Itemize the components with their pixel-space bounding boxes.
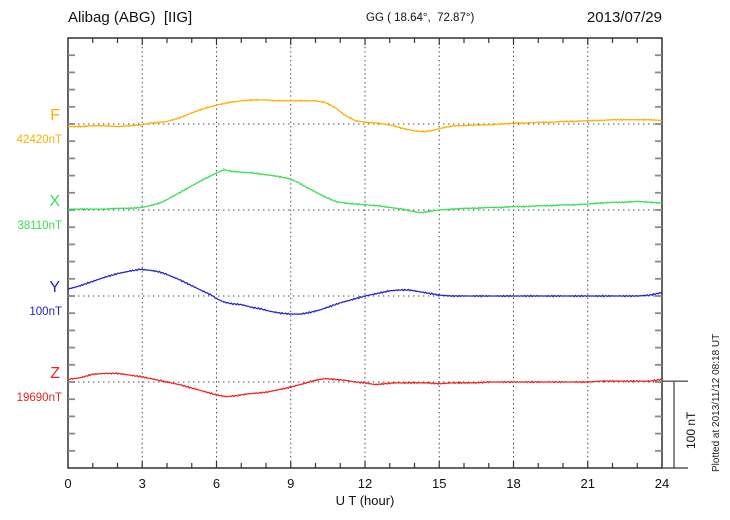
x-tick-label-6: 6 xyxy=(212,476,221,491)
component-label-F: F xyxy=(50,107,60,124)
component-baseline-X: 38110nT xyxy=(17,220,62,232)
observatory-coordinates: GG ( 18.64°, 72.87°) xyxy=(366,12,475,24)
trace-X xyxy=(67,168,663,214)
component-label-X: X xyxy=(49,193,60,210)
x-tick-label-9: 9 xyxy=(287,476,295,491)
plot-date: 2013/07/29 xyxy=(586,9,662,26)
component-baseline-Y: 100nT xyxy=(29,306,62,318)
component-baseline-Z: 19690nT xyxy=(16,392,62,404)
x-tick-label-21: 21 xyxy=(580,476,595,491)
trace-Z xyxy=(67,372,663,398)
trace-Y xyxy=(67,268,663,316)
component-baseline-F: 42420nT xyxy=(16,134,62,146)
x-tick-label-18: 18 xyxy=(506,476,521,491)
x-axis-label: U T (hour) xyxy=(335,493,395,508)
trace-F xyxy=(68,98,663,133)
component-label-Y: Y xyxy=(49,279,60,296)
x-tick-label-15: 15 xyxy=(432,476,447,491)
x-tick-label-24: 24 xyxy=(654,476,670,491)
component-label-Z: Z xyxy=(50,365,60,382)
plotted-at-note: Plotted at 2013/11/12 08:18 UT xyxy=(711,333,722,472)
x-tick-label-12: 12 xyxy=(357,476,373,491)
station-title: Alibag (ABG) [IIG] xyxy=(68,9,193,26)
scalebar-label: 100 nT xyxy=(684,411,698,449)
x-tick-label-3: 3 xyxy=(138,476,146,491)
x-tick-label-0: 0 xyxy=(64,476,72,491)
